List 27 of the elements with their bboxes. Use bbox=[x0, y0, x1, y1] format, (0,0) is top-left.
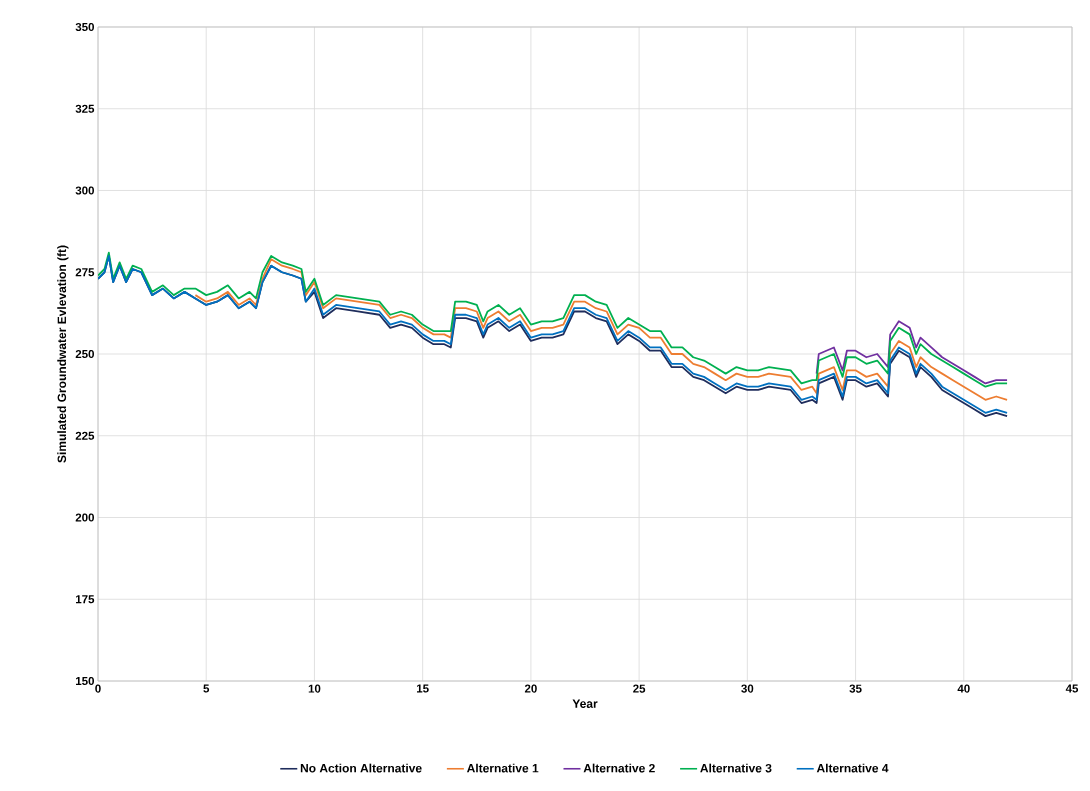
legend-label: Alternative 4 bbox=[816, 763, 889, 773]
y-tick-label: 250 bbox=[75, 349, 94, 359]
x-axis-title: Year bbox=[572, 699, 598, 708]
x-tick-label: 20 bbox=[524, 684, 537, 693]
x-tick-label: 30 bbox=[741, 684, 754, 693]
y-tick-label: 175 bbox=[76, 595, 95, 604]
y-tick-label: 275 bbox=[75, 268, 95, 277]
x-tick-label: 10 bbox=[308, 684, 321, 693]
legend-label: Alternative 1 bbox=[466, 763, 539, 773]
x-tick-label: 25 bbox=[633, 684, 646, 693]
legend-label: Alternative 3 bbox=[700, 763, 772, 773]
x-tick-label: 15 bbox=[416, 684, 429, 693]
y-tick-label: 225 bbox=[75, 431, 95, 440]
x-tick-label: 0 bbox=[95, 684, 101, 693]
legend-label: No Action Alternative bbox=[300, 763, 422, 773]
y-tick-label: 325 bbox=[75, 104, 95, 113]
y-tick-label: 300 bbox=[75, 186, 94, 195]
legend-label: Alternative 2 bbox=[583, 763, 655, 773]
y-tick-label: 150 bbox=[76, 676, 94, 686]
x-tick-label: 40 bbox=[957, 684, 970, 693]
x-tick-label: 35 bbox=[849, 684, 862, 693]
y-axis-title: Simulated Groundwater Evlevation (ft) bbox=[57, 245, 69, 463]
x-tick-label: 5 bbox=[203, 684, 210, 693]
x-tick-label: 45 bbox=[1065, 684, 1079, 693]
y-tick-label: 200 bbox=[75, 513, 94, 522]
y-tick-label: 350 bbox=[75, 22, 94, 32]
line-series bbox=[815, 320, 1008, 385]
